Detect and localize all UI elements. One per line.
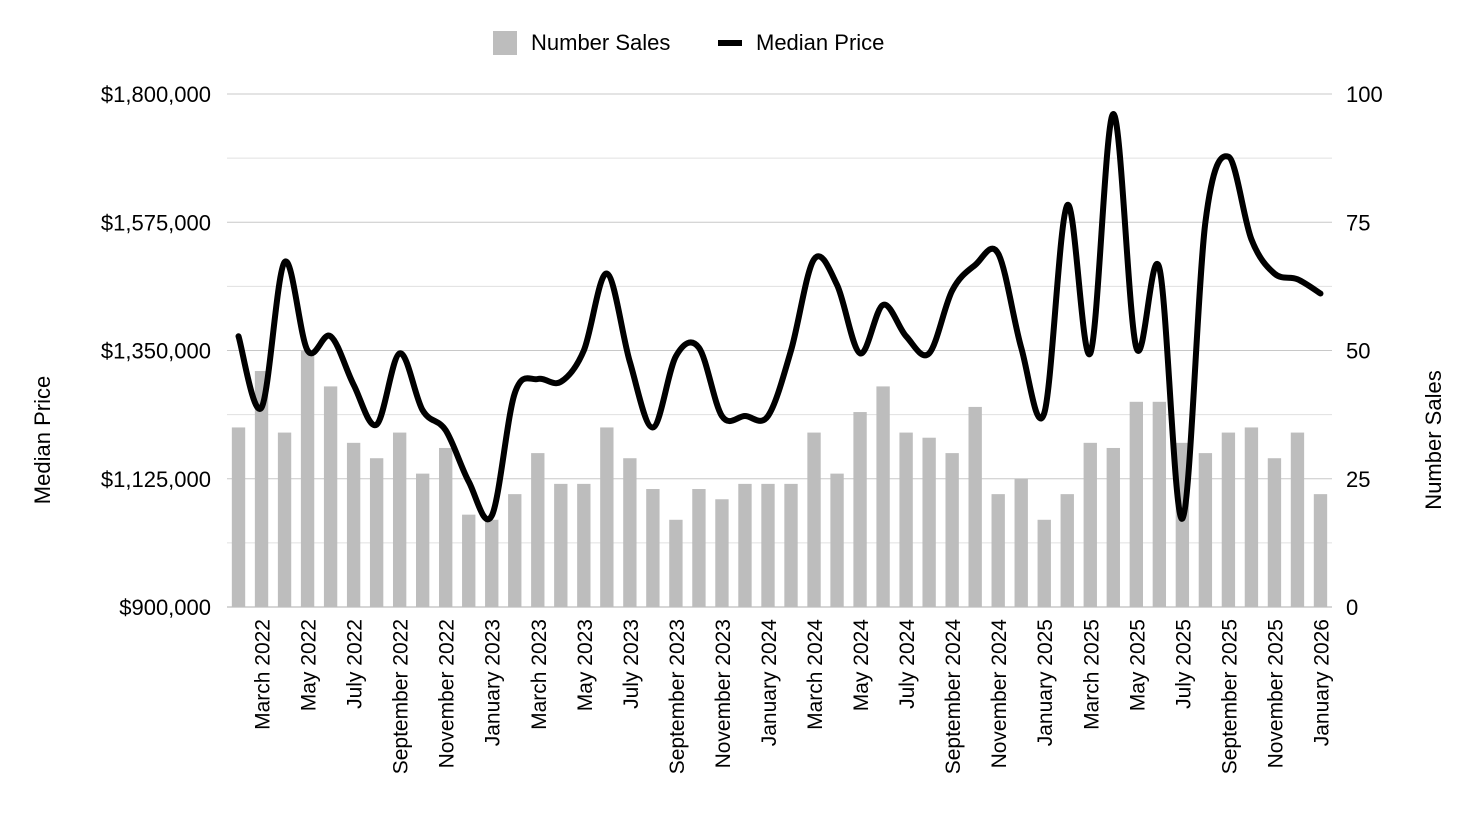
bar-number-sales xyxy=(623,458,637,607)
x-tick-label: March 2025 xyxy=(1080,619,1103,730)
y-left-tick-label: $1,575,000 xyxy=(101,210,211,235)
x-tick-label: September 2024 xyxy=(942,619,965,775)
x-tick-label: September 2023 xyxy=(666,619,689,774)
bar-number-sales xyxy=(600,427,614,607)
legend-label-median-price: Median Price xyxy=(756,30,885,55)
bar-number-sales xyxy=(830,473,844,607)
x-tick-label: May 2022 xyxy=(298,619,321,711)
legend-item-median-price[interactable]: Median Price xyxy=(718,30,884,56)
bar-number-sales xyxy=(416,473,430,607)
bar-number-sales xyxy=(692,489,706,607)
bar-number-sales xyxy=(1014,478,1028,607)
bar-number-sales xyxy=(1198,453,1213,607)
x-tick-label: November 2023 xyxy=(712,619,735,768)
legend: Number Sales Median Price xyxy=(0,30,1482,66)
bar-number-sales xyxy=(485,519,499,607)
y-right-tick-label: 0 xyxy=(1346,595,1358,620)
bar-number-sales xyxy=(1244,427,1259,607)
bar-number-sales xyxy=(991,494,1005,607)
bar-number-sales xyxy=(1083,442,1097,607)
bar-number-sales xyxy=(876,386,890,607)
x-tick-label: January 2023 xyxy=(482,619,505,746)
bar-number-sales xyxy=(323,386,338,607)
bar-number-sales xyxy=(1106,447,1120,607)
bar-number-sales xyxy=(899,432,913,607)
y-left-tick-label: $1,350,000 xyxy=(101,339,211,364)
bar-number-sales xyxy=(1313,494,1328,607)
bar-number-sales xyxy=(554,483,568,607)
x-tick-label: March 2022 xyxy=(252,619,275,730)
x-tick-label: July 2025 xyxy=(1172,619,1195,709)
x-tick-label: May 2025 xyxy=(1126,619,1149,711)
x-tick-label: March 2023 xyxy=(528,619,551,730)
number-sales-bars xyxy=(231,350,1328,607)
median-price-line-group xyxy=(235,110,1324,523)
bar-number-sales xyxy=(1267,458,1282,607)
y-left-tick-label: $1,800,000 xyxy=(101,82,211,107)
bar-number-sales xyxy=(646,489,660,607)
y-right-tick-label: 75 xyxy=(1346,210,1370,235)
bar-number-sales xyxy=(945,453,959,607)
bar-number-sales xyxy=(968,406,982,607)
x-tick-label: May 2024 xyxy=(850,619,873,712)
y-axis-left-title: Median Price xyxy=(30,375,55,505)
bar-number-sales xyxy=(462,514,476,607)
x-tick-label: July 2023 xyxy=(620,619,643,709)
bar-number-sales xyxy=(922,437,936,607)
bar-number-sales xyxy=(508,494,522,607)
bar-number-sales xyxy=(715,499,729,607)
bar-number-sales xyxy=(807,432,821,607)
y-left-tick-label: $900,000 xyxy=(119,595,211,620)
bar-number-sales xyxy=(784,483,798,607)
bar-number-sales xyxy=(1129,401,1143,607)
bar-number-sales xyxy=(369,458,384,607)
x-tick-label: March 2024 xyxy=(804,619,827,730)
legend-item-number-sales[interactable]: Number Sales xyxy=(493,30,670,56)
x-tick-label: May 2023 xyxy=(574,619,597,711)
bar-number-sales xyxy=(669,519,683,607)
x-axis-ticks: March 2022 May 2022 July 2022 September 202… xyxy=(252,619,1334,775)
legend-label-number-sales: Number Sales xyxy=(531,30,671,55)
y-right-tick-label: 100 xyxy=(1346,82,1383,107)
bar-number-sales xyxy=(738,483,752,607)
legend-swatch-median-price xyxy=(718,40,742,46)
bar-number-sales xyxy=(1037,519,1051,607)
x-tick-label: November 2022 xyxy=(436,619,459,768)
bar-number-sales xyxy=(231,427,246,607)
left-axis-ticks: $900,000 $1,125,000 $1,350,000 $1,575,000 $1… xyxy=(101,82,211,620)
legend-swatch-number-sales xyxy=(493,31,517,55)
bar-number-sales xyxy=(1221,432,1236,607)
median-price-line xyxy=(235,110,1324,523)
y-right-tick-label: 25 xyxy=(1346,467,1370,492)
right-axis-ticks: 0 25 50 75 100 xyxy=(1346,82,1383,620)
bar-number-sales xyxy=(1152,401,1167,607)
gridlines xyxy=(227,93,1332,608)
bar-number-sales xyxy=(392,432,407,607)
y-left-tick-label: $1,125,000 xyxy=(101,467,211,492)
bar-number-sales xyxy=(439,447,453,607)
x-tick-label: January 2026 xyxy=(1310,619,1333,746)
bar-number-sales xyxy=(853,412,867,607)
bar-number-sales xyxy=(1290,432,1305,607)
x-tick-label: January 2025 xyxy=(1034,619,1057,746)
bar-number-sales xyxy=(254,371,269,607)
x-tick-label: September 2022 xyxy=(390,619,413,774)
x-tick-label: January 2024 xyxy=(758,619,781,747)
bar-number-sales xyxy=(577,483,591,607)
bar-number-sales xyxy=(761,483,775,607)
x-tick-label: November 2025 xyxy=(1264,619,1287,768)
x-tick-label: July 2024 xyxy=(896,619,919,709)
bar-number-sales xyxy=(531,453,545,607)
x-tick-label: September 2025 xyxy=(1218,619,1241,774)
y-right-tick-label: 50 xyxy=(1346,339,1370,364)
x-tick-label: July 2022 xyxy=(344,619,367,709)
bar-number-sales xyxy=(277,432,292,607)
bar-number-sales xyxy=(1060,494,1074,607)
bar-number-sales xyxy=(346,442,361,607)
y-axis-right-title: Number Sales xyxy=(1421,370,1446,510)
x-tick-label: November 2024 xyxy=(988,619,1011,769)
bar-number-sales xyxy=(300,350,315,607)
